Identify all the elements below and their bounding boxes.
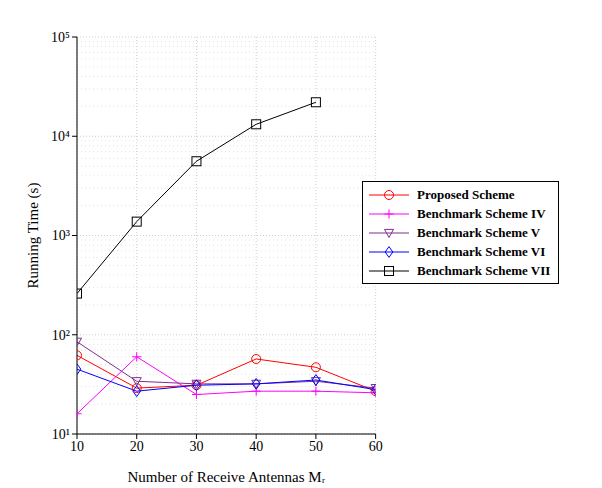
svg-text:Running Time (s): Running Time (s) (25, 183, 42, 289)
svg-text:Number of Receive Antennas Mᵣ: Number of Receive Antennas Mᵣ (128, 469, 326, 485)
svg-text:10¹: 10¹ (52, 427, 70, 442)
html-text:Benchmark Scheme V: Benchmark Scheme V (417, 224, 541, 240)
svg-text:10: 10 (70, 439, 84, 454)
svg-text:10⁵: 10⁵ (51, 30, 70, 45)
html-text:Benchmark Scheme VII: Benchmark Scheme VII (417, 262, 551, 278)
svg-text:10⁴: 10⁴ (51, 129, 70, 144)
html-text:Benchmark Scheme IV: Benchmark Scheme IV (417, 205, 546, 221)
html-text:Benchmark Scheme VI: Benchmark Scheme VI (417, 243, 546, 259)
svg-text:60: 60 (369, 439, 383, 454)
svg-text:30: 30 (189, 439, 203, 454)
svg-text:50: 50 (309, 439, 323, 454)
svg-text:10³: 10³ (52, 228, 70, 243)
svg-text:20: 20 (130, 439, 144, 454)
html-text:Proposed Scheme: Proposed Scheme (417, 186, 515, 202)
svg-text:40: 40 (249, 439, 263, 454)
svg-text:10²: 10² (52, 328, 70, 343)
